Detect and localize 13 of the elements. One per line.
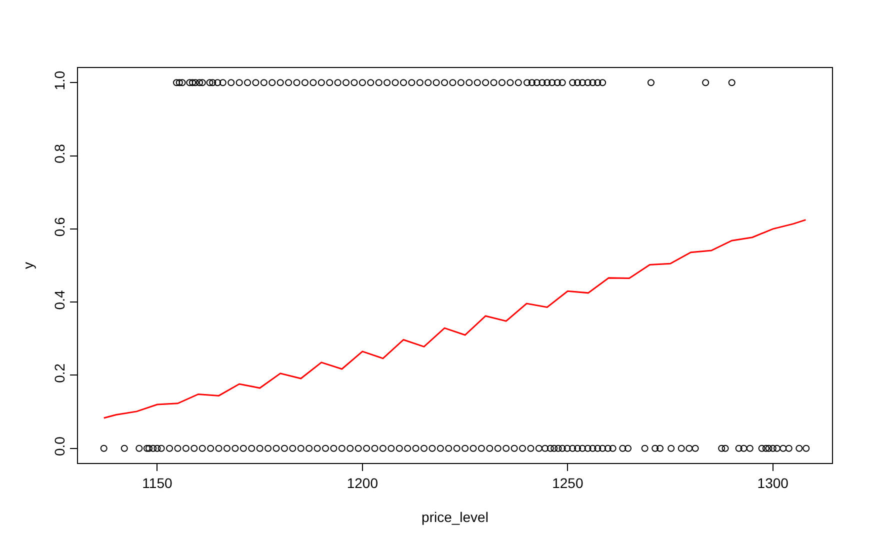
y-tick-label: 1.0 (51, 70, 68, 90)
x-axis-title: price_level (422, 509, 488, 526)
line-series (103, 219, 806, 419)
y-tick-label: 0.6 (51, 216, 68, 237)
y-tick-label: 0.4 (51, 290, 68, 310)
x-tick-label: 1150 (142, 474, 172, 491)
y-axis-title: y (20, 262, 36, 269)
x-tick-label: 1200 (346, 474, 378, 491)
x-tick-label: 1300 (757, 474, 789, 491)
y-tick-label: 0.2 (51, 363, 68, 383)
y-tick-label: 0.8 (51, 144, 68, 164)
x-tick-label: 1250 (552, 474, 584, 491)
y-tick-label: 0.0 (51, 436, 68, 456)
